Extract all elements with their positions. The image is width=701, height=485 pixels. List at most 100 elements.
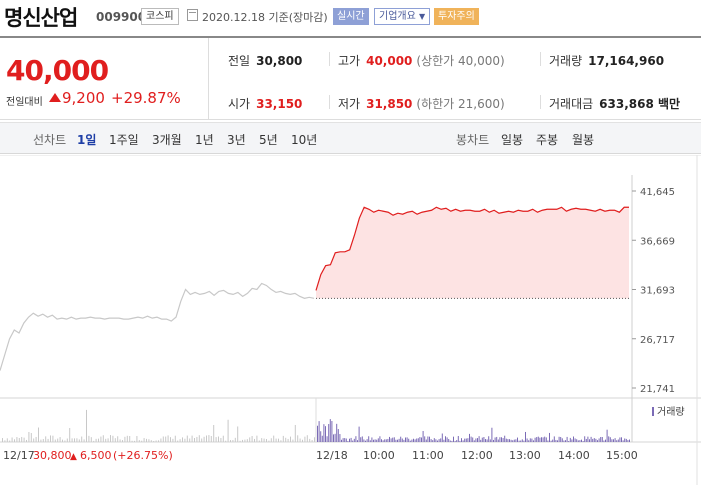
today-volume-bar bbox=[393, 437, 395, 442]
today-volume-bar bbox=[333, 434, 334, 442]
prev-volume-bar bbox=[287, 438, 289, 442]
prev-volume-bar bbox=[261, 438, 263, 442]
prev-volume-bar bbox=[86, 409, 87, 442]
today-volume-bar bbox=[585, 438, 587, 442]
today-volume-bar bbox=[358, 426, 360, 442]
prev-volume-bar bbox=[196, 436, 198, 442]
chevron-down-icon: ▼ bbox=[419, 12, 426, 21]
prev-volume-bar bbox=[4, 440, 6, 442]
tab-1y[interactable]: 1년 bbox=[195, 133, 214, 147]
tab-5y[interactable]: 5년 bbox=[259, 133, 278, 147]
prev-volume-bar bbox=[119, 439, 121, 442]
today-volume-bar bbox=[497, 439, 499, 442]
trade-value-value: 633,868 백만 bbox=[599, 97, 681, 111]
prev-volume-bar bbox=[100, 436, 102, 442]
today-volume-bar bbox=[483, 437, 485, 442]
today-volume-bar bbox=[409, 440, 411, 442]
prev-volume-bar bbox=[110, 435, 111, 442]
today-volume-bar bbox=[475, 438, 477, 442]
prev-volume-bar bbox=[74, 438, 75, 442]
prev-volume-bar bbox=[114, 438, 116, 442]
prev-volume-bar bbox=[292, 439, 294, 442]
today-area bbox=[316, 207, 629, 299]
y-tick-label: 36,669 bbox=[640, 236, 675, 247]
today-volume-bar bbox=[486, 439, 488, 442]
today-volume-bar bbox=[555, 439, 557, 442]
today-volume-bar bbox=[496, 436, 498, 442]
today-volume-bar bbox=[398, 438, 400, 442]
today-volume-bar bbox=[334, 433, 336, 442]
today-volume-bar bbox=[328, 424, 330, 442]
today-volume-bar bbox=[437, 440, 438, 442]
warning-badge[interactable]: 투자주의 bbox=[434, 8, 479, 25]
prev-day-close: 30,800 bbox=[33, 449, 72, 462]
tab-daily-candle[interactable]: 일봉 bbox=[501, 133, 524, 147]
today-volume-bar bbox=[461, 438, 462, 442]
today-volume-bar bbox=[427, 436, 429, 442]
prev-volume-bar bbox=[278, 438, 279, 442]
prev-volume-bar bbox=[117, 436, 119, 442]
tab-3m[interactable]: 3개월 bbox=[152, 133, 182, 147]
today-volume-bar bbox=[581, 439, 582, 442]
prev-volume-bar bbox=[311, 440, 313, 442]
today-volume-bar bbox=[617, 439, 619, 442]
today-volume-bar bbox=[349, 438, 350, 442]
today-volume-bar bbox=[549, 432, 550, 442]
prev-volume-bar bbox=[153, 440, 155, 442]
prev-day-line bbox=[0, 282, 315, 371]
today-volume-bar bbox=[560, 436, 562, 442]
tab-10y[interactable]: 10년 bbox=[291, 133, 318, 147]
low-note: (하한가 21,600) bbox=[416, 97, 505, 111]
today-volume-bar bbox=[433, 438, 435, 442]
today-volume-bar bbox=[550, 440, 552, 442]
realtime-button[interactable]: 실시간 bbox=[333, 8, 369, 25]
today-volume-bar bbox=[435, 439, 437, 442]
change-rate: +29.87% bbox=[111, 89, 181, 107]
prev-volume-bar bbox=[189, 438, 191, 442]
divider bbox=[540, 52, 541, 66]
today-volume-bar bbox=[592, 438, 594, 442]
prev-volume-bar bbox=[98, 438, 99, 442]
today-volume-bar bbox=[422, 430, 424, 442]
today-volume-bar bbox=[629, 439, 630, 442]
prev-volume-bar bbox=[26, 439, 27, 442]
today-volume-bar bbox=[589, 439, 590, 442]
prev-volume-bar bbox=[105, 438, 107, 442]
today-volume-bar bbox=[357, 440, 358, 442]
today-volume-bar bbox=[557, 440, 558, 442]
prev-volume-bar bbox=[18, 438, 20, 442]
today-volume-bar bbox=[489, 439, 491, 442]
today-volume-bar bbox=[365, 440, 366, 442]
today-volume-bar bbox=[488, 436, 490, 442]
volume-legend-label: 거래량 bbox=[657, 406, 685, 418]
x-tick-label: 14:00 bbox=[558, 449, 590, 462]
prev-volume-bar bbox=[6, 438, 8, 442]
tab-monthly-candle[interactable]: 월봉 bbox=[572, 133, 595, 147]
prev-volume-bar bbox=[33, 438, 35, 442]
tab-1w[interactable]: 1주일 bbox=[109, 133, 139, 147]
tab-weekly-candle[interactable]: 주봉 bbox=[536, 133, 559, 147]
prev-volume-bar bbox=[136, 436, 138, 442]
y-tick-label: 21,741 bbox=[640, 384, 675, 395]
tab-3y[interactable]: 3년 bbox=[227, 133, 246, 147]
today-volume-bar bbox=[512, 440, 514, 442]
today-volume-bar bbox=[509, 439, 510, 442]
prev-volume-bar bbox=[35, 436, 37, 442]
today-volume-bar bbox=[371, 437, 373, 442]
prev-volume-bar bbox=[76, 438, 78, 442]
prev-volume-bar bbox=[232, 439, 234, 442]
today-volume-bar bbox=[320, 431, 322, 442]
prev-volume-bar bbox=[83, 439, 85, 442]
tab-1d[interactable]: 1일 bbox=[77, 133, 97, 147]
today-volume-bar bbox=[392, 437, 394, 442]
today-volume-bar bbox=[373, 439, 374, 442]
prev-volume-bar bbox=[186, 435, 188, 442]
prev-volume-bar bbox=[234, 437, 236, 442]
today-volume-bar bbox=[595, 438, 597, 442]
today-volume-bar bbox=[505, 438, 507, 442]
company-info-dropdown[interactable]: 기업개요 ▼ bbox=[374, 8, 431, 25]
today-volume-bar bbox=[401, 438, 403, 442]
today-volume-bar bbox=[582, 440, 584, 442]
today-volume-bar bbox=[374, 439, 376, 442]
today-volume-bar bbox=[347, 440, 349, 442]
